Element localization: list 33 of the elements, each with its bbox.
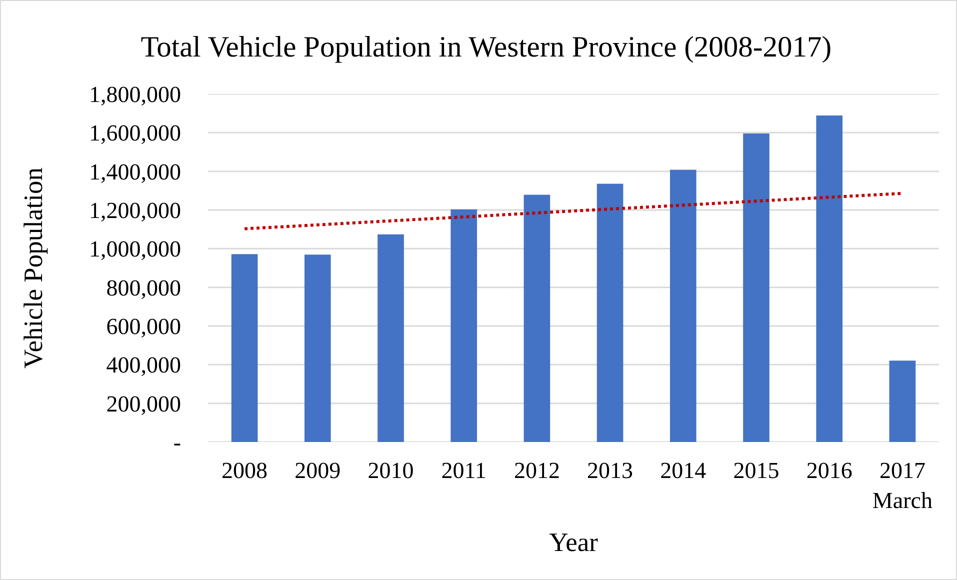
x-tick-label: 2017 March	[872, 458, 933, 513]
x-tick-label: 2009	[294, 458, 341, 483]
bar	[231, 254, 258, 442]
bar	[596, 184, 624, 442]
y-tick-label: 1,800,000	[89, 82, 181, 108]
x-tick-label: 2015	[733, 458, 780, 483]
x-tick-label: 2013	[587, 458, 634, 483]
bar	[450, 209, 478, 442]
y-tick-label: 1,400,000	[89, 159, 181, 184]
bar	[743, 133, 770, 442]
bar	[889, 360, 916, 442]
y-tick-label: 600,000	[106, 314, 181, 340]
bar	[378, 234, 404, 442]
chart-title: Total Vehicle Population in Western Province (2008-2017)	[140, 31, 832, 64]
y-tick-label: 200,000	[106, 391, 181, 416]
y-axis-title: Vehicle Population	[18, 168, 48, 368]
bar	[524, 194, 550, 442]
x-tick-label: 2008	[222, 458, 268, 483]
x-axis-title: Year	[549, 526, 598, 557]
x-tick-label: 2014	[660, 458, 707, 483]
x-tick-label: 2010	[368, 458, 414, 483]
y-tick-label: 400,000	[106, 352, 181, 378]
y-tick-label: 1,200,000	[89, 198, 181, 224]
y-tick-label: -	[173, 430, 181, 456]
x-tick-label: 2016	[806, 458, 852, 483]
x-tick-label: 2011	[441, 458, 486, 483]
bar	[670, 170, 696, 442]
x-tick-label: 2012	[514, 458, 560, 483]
bar	[816, 115, 843, 442]
y-tick-label: 800,000	[106, 275, 181, 300]
bar	[304, 254, 331, 442]
y-tick-label: 1,000,000	[89, 236, 181, 262]
y-tick-label: 1,600,000	[89, 120, 181, 146]
